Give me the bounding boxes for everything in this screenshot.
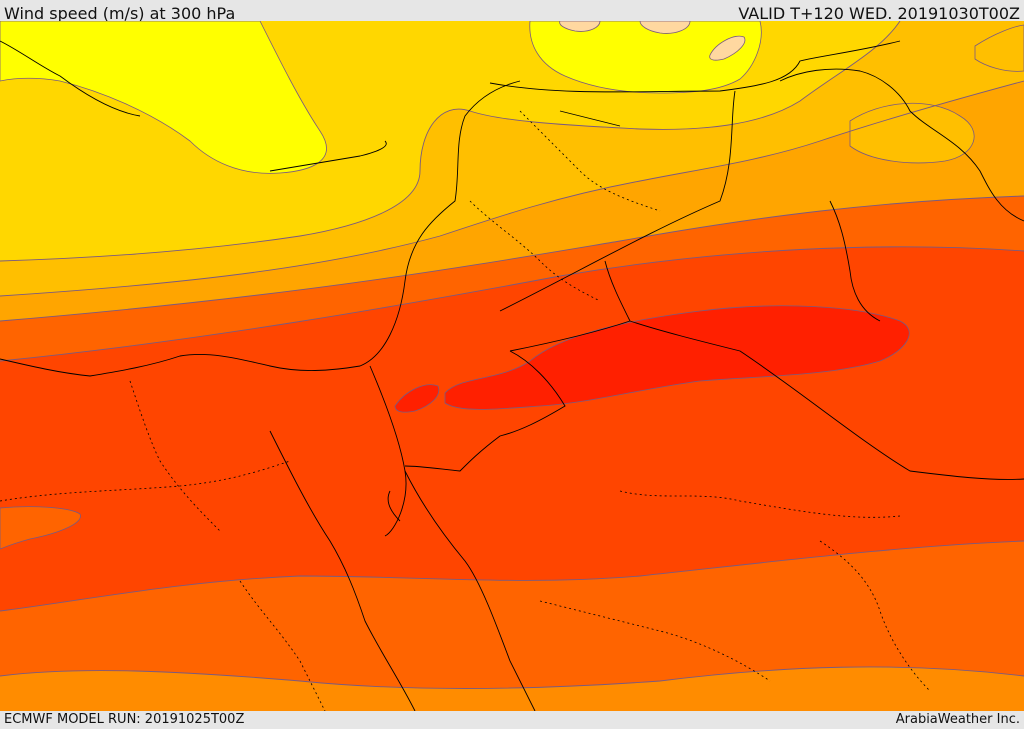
model-run: ECMWF MODEL RUN: 20191025T00Z <box>4 712 245 727</box>
band-peach-1 <box>559 21 601 32</box>
band-yellow-north <box>529 21 762 94</box>
footer-bar: ECMWF MODEL RUN: 20191025T00Z ArabiaWeat… <box>0 711 1024 729</box>
band-jet-core <box>444 305 910 410</box>
map-canvas <box>0 21 1024 711</box>
band-east-lobe-2 <box>974 24 1024 72</box>
band-peach-3 <box>709 35 746 61</box>
map-title: Wind speed (m/s) at 300 hPa <box>4 4 236 23</box>
band-yellow-west <box>0 21 327 174</box>
coastlines <box>0 40 1024 711</box>
band-peach-2 <box>639 21 691 34</box>
country-borders <box>404 40 1024 480</box>
band-east-lobe <box>849 102 975 164</box>
band-lobe-west <box>0 506 81 550</box>
isotach-contours <box>0 21 1024 689</box>
valid-time: VALID T+120 WED. 20191030T00Z <box>738 4 1020 23</box>
credit: ArabiaWeather Inc. <box>895 712 1020 727</box>
wind-speed-map <box>0 21 1024 711</box>
admin-borders <box>0 110 931 711</box>
title-bar: Wind speed (m/s) at 300 hPa VALID T+120 … <box>0 0 1024 23</box>
band-jet-core-west <box>394 384 440 413</box>
